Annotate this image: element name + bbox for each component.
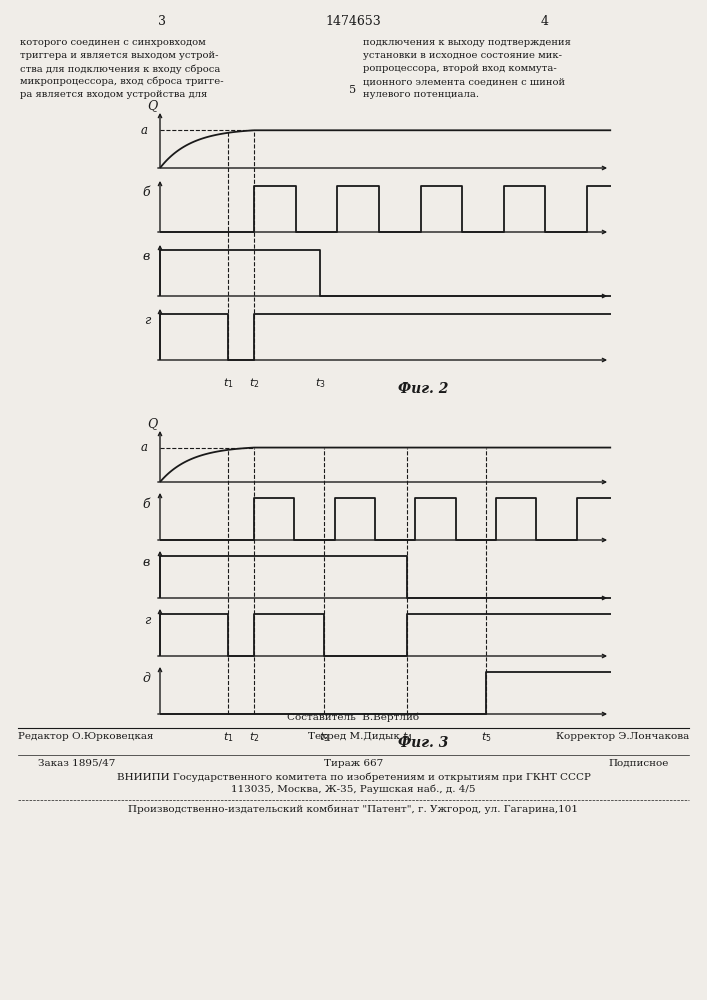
Text: $t_1$: $t_1$: [223, 730, 233, 744]
Text: Тираж 667: Тираж 667: [324, 759, 383, 768]
Text: Фиг. 3: Фиг. 3: [397, 736, 448, 750]
Text: 113035, Москва, Ж-35, Раушская наб., д. 4/5: 113035, Москва, Ж-35, Раушская наб., д. …: [231, 784, 476, 794]
Text: Фиг. 2: Фиг. 2: [397, 382, 448, 396]
Text: a: a: [141, 441, 148, 454]
Text: ВНИИПИ Государственного комитета по изобретениям и открытиям при ГКНТ СССР: ВНИИПИ Государственного комитета по изоб…: [117, 772, 590, 782]
Text: 3: 3: [158, 15, 166, 28]
Text: Производственно-издательский комбинат "Патент", г. Ужгород, ул. Гагарина,101: Производственно-издательский комбинат "П…: [129, 804, 578, 814]
Text: Подписное: Подписное: [609, 759, 669, 768]
Text: ционного элемента соединен с шиной: ционного элемента соединен с шиной: [363, 77, 565, 86]
Text: $t_2$: $t_2$: [249, 376, 259, 390]
Text: микропроцессора, вход сброса тригге-: микропроцессора, вход сброса тригге-: [20, 77, 223, 87]
Text: в: в: [143, 250, 150, 263]
Text: $t_3$: $t_3$: [319, 730, 329, 744]
Text: $t_1$: $t_1$: [223, 376, 233, 390]
Text: Q: Q: [147, 99, 157, 112]
Text: ропроцессора, второй вход коммута-: ропроцессора, второй вход коммута-: [363, 64, 556, 73]
Text: г: г: [144, 314, 150, 327]
Text: ства для подключения к входу сброса: ства для подключения к входу сброса: [20, 64, 221, 74]
Text: $t_4$: $t_4$: [402, 730, 413, 744]
Text: $t_2$: $t_2$: [249, 730, 259, 744]
Text: Корректор Э.Лончакова: Корректор Э.Лончакова: [556, 732, 689, 741]
Text: нулевого потенциала.: нулевого потенциала.: [363, 90, 479, 99]
Text: установки в исходное состояние мик-: установки в исходное состояние мик-: [363, 51, 562, 60]
Text: Заказ 1895/47: Заказ 1895/47: [38, 759, 115, 768]
Text: Q: Q: [147, 417, 157, 430]
Text: 5: 5: [349, 85, 356, 95]
Text: б: б: [142, 186, 150, 199]
Text: подключения к выходу подтверждения: подключения к выходу подтверждения: [363, 38, 571, 47]
Text: триггера и является выходом устрой-: триггера и является выходом устрой-: [20, 51, 218, 60]
Text: 4: 4: [541, 15, 549, 28]
Text: $t_5$: $t_5$: [481, 730, 491, 744]
Text: г: г: [144, 614, 150, 627]
Text: Составитель  В.Вертлиб: Составитель В.Вертлиб: [288, 712, 419, 722]
Text: Техред М.Дидык: Техред М.Дидык: [308, 732, 399, 741]
Text: $t_3$: $t_3$: [315, 376, 325, 390]
Text: б: б: [142, 498, 150, 511]
Text: в: в: [143, 556, 150, 569]
Text: которого соединен с синхровходом: которого соединен с синхровходом: [20, 38, 206, 47]
Text: д: д: [142, 672, 150, 685]
Text: 1474653: 1474653: [325, 15, 381, 28]
Text: a: a: [141, 124, 148, 137]
Text: Редактор О.Юрковецкая: Редактор О.Юрковецкая: [18, 732, 153, 741]
Text: ра является входом устройства для: ра является входом устройства для: [20, 90, 207, 99]
